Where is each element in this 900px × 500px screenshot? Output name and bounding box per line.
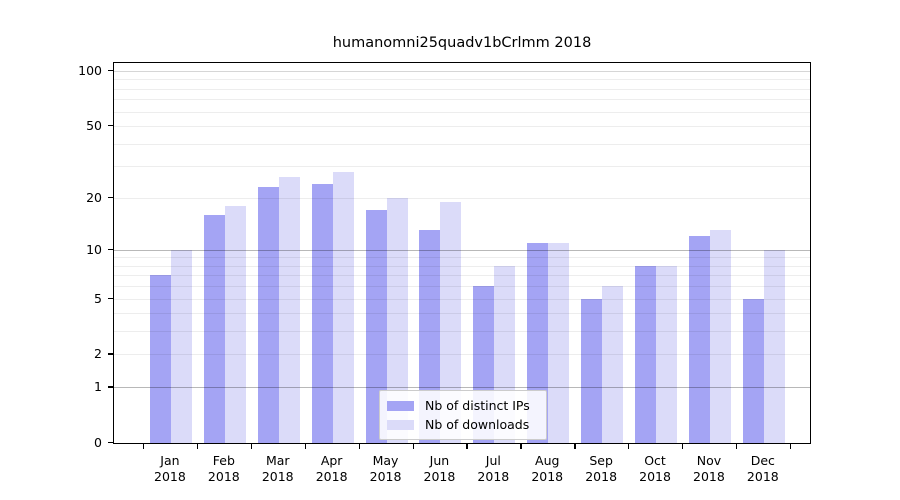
bar-distinct-ips bbox=[257, 186, 279, 443]
x-tick-label-jun: Jun 2018 bbox=[423, 453, 456, 484]
x-tick-mark bbox=[735, 444, 738, 449]
bar-downloads bbox=[440, 201, 462, 443]
legend-label-downloads: Nb of downloads bbox=[425, 417, 530, 432]
x-tick-label-sep: Sep 2018 bbox=[585, 453, 618, 484]
bar-downloads bbox=[278, 177, 300, 443]
legend: Nb of distinct IPs Nb of downloads bbox=[379, 390, 547, 440]
gridline-y-20 bbox=[114, 197, 810, 199]
y-tick-label-100: 100 bbox=[78, 63, 102, 78]
bar-distinct-ips bbox=[742, 298, 764, 443]
bar-downloads bbox=[656, 265, 678, 443]
y-tick-label-5: 5 bbox=[94, 290, 102, 306]
gridline-y-70 bbox=[114, 99, 810, 101]
x-tick-mark bbox=[628, 444, 630, 449]
x-tick-mark bbox=[520, 444, 522, 449]
bar-downloads bbox=[224, 205, 246, 443]
x-tick-label-oct: Oct 2018 bbox=[639, 453, 671, 484]
bar-distinct-ips bbox=[365, 210, 387, 443]
y-tick-mark bbox=[108, 297, 113, 299]
bar-downloads bbox=[386, 197, 408, 443]
bar-downloads bbox=[170, 249, 192, 443]
bar-distinct-ips bbox=[635, 265, 657, 443]
gridline-y-100 bbox=[114, 71, 810, 72]
bar-downloads bbox=[602, 286, 624, 443]
x-tick-mark bbox=[789, 444, 792, 449]
bar-distinct-ips bbox=[581, 298, 603, 443]
y-tick-mark bbox=[108, 353, 113, 355]
x-tick-label-nov: Nov 2018 bbox=[693, 453, 725, 484]
y-tick-mark bbox=[108, 386, 113, 388]
x-tick-mark bbox=[304, 444, 307, 449]
bar-distinct-ips bbox=[203, 214, 225, 443]
x-tick-label-apr: Apr 2018 bbox=[315, 453, 348, 484]
x-tick-mark bbox=[682, 444, 684, 449]
bar-distinct-ips bbox=[311, 183, 333, 443]
x-tick-label-jan: Jan 2018 bbox=[154, 453, 186, 484]
y-tick-label-20: 20 bbox=[86, 189, 102, 205]
y-tick-label-0: 0 bbox=[94, 435, 102, 450]
x-tick-mark bbox=[358, 444, 360, 449]
y-tick-label-2: 2 bbox=[94, 346, 102, 362]
gridline-y-60 bbox=[114, 111, 810, 113]
x-tick-mark bbox=[250, 444, 253, 449]
x-tick-mark bbox=[466, 444, 468, 449]
gridline-y-30 bbox=[114, 166, 810, 168]
legend-item-downloads: Nb of downloads bbox=[387, 415, 538, 434]
bar-distinct-ips bbox=[419, 230, 441, 443]
gridline-y-50 bbox=[114, 126, 810, 128]
gridline-y-40 bbox=[114, 143, 810, 145]
y-tick-mark bbox=[108, 125, 113, 127]
legend-label-distinct-ips: Nb of distinct IPs bbox=[425, 398, 530, 413]
x-tick-label-aug: Aug 2018 bbox=[531, 453, 564, 484]
x-tick-label-mar: Mar 2018 bbox=[261, 453, 294, 484]
x-tick-label-jul: Jul 2018 bbox=[477, 453, 510, 484]
plot-area bbox=[113, 62, 811, 444]
x-tick-label-feb: Feb 2018 bbox=[207, 453, 240, 484]
x-tick-mark bbox=[412, 444, 414, 449]
bar-downloads bbox=[709, 230, 731, 443]
x-tick-label-may: May 2018 bbox=[369, 453, 402, 484]
x-tick-mark bbox=[574, 444, 576, 449]
legend-swatch-distinct-ips bbox=[387, 400, 414, 411]
gridline-y-90 bbox=[114, 79, 810, 81]
legend-swatch-downloads bbox=[387, 419, 414, 430]
x-tick-mark bbox=[143, 444, 145, 449]
bar-downloads bbox=[763, 249, 785, 443]
chart-title: humanomni25quadv1bCrlmm 2018 bbox=[332, 35, 592, 51]
y-tick-mark bbox=[108, 196, 113, 198]
bar-distinct-ips bbox=[149, 275, 171, 443]
bar-downloads bbox=[548, 242, 570, 443]
bar-distinct-ips bbox=[688, 236, 710, 443]
bar-downloads bbox=[332, 171, 354, 443]
y-tick-mark bbox=[108, 442, 113, 444]
y-tick-label-50: 50 bbox=[86, 118, 102, 134]
y-tick-mark bbox=[108, 70, 113, 72]
gridline-y-80 bbox=[114, 88, 810, 90]
legend-item-distinct-ips: Nb of distinct IPs bbox=[387, 396, 538, 415]
y-tick-label-1: 1 bbox=[94, 379, 102, 395]
y-tick-mark bbox=[108, 248, 113, 251]
x-tick-mark bbox=[196, 444, 199, 449]
y-tick-label-10: 10 bbox=[86, 241, 102, 257]
x-tick-label-dec: Dec 2018 bbox=[746, 453, 779, 484]
